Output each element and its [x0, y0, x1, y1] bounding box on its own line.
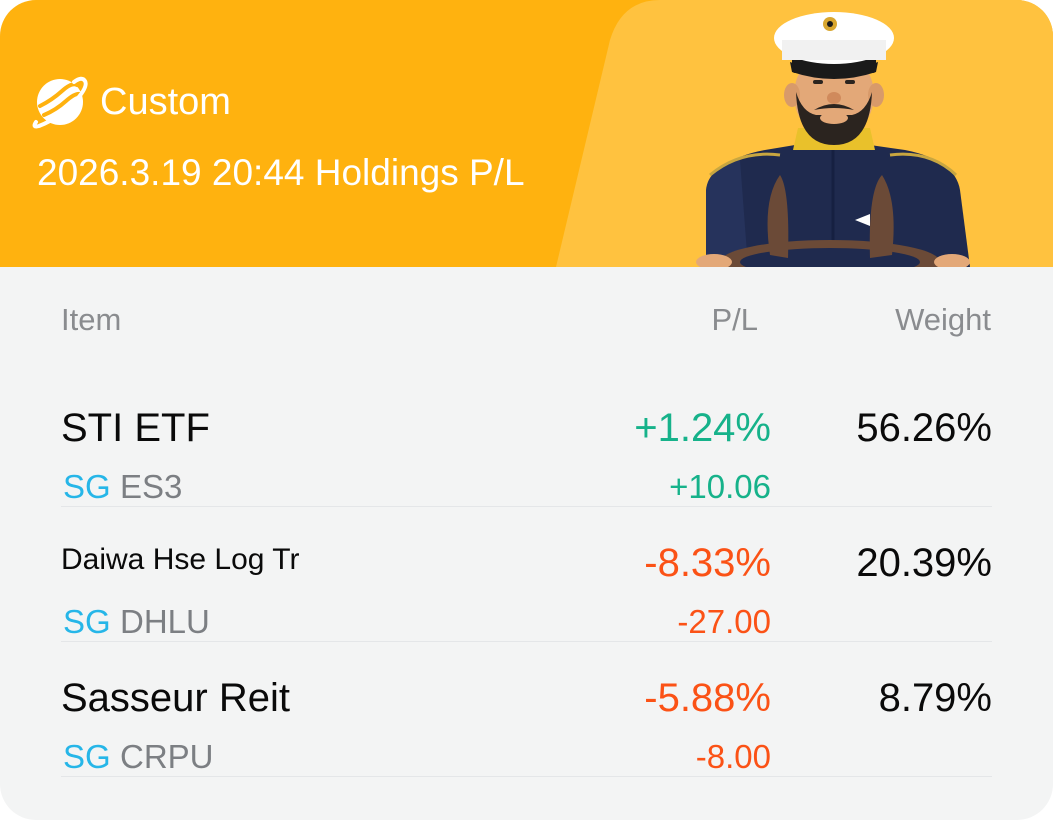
- captain-illustration: [696, 12, 970, 267]
- holding-weight: 56.26%: [856, 406, 992, 450]
- holding-pl-amount: +10.06: [669, 468, 771, 505]
- holding-row[interactable]: Daiwa Hse Log Tr -8.33% 20.39% SG DHLU -…: [61, 507, 992, 642]
- ticker-code: CRPU: [120, 738, 214, 775]
- column-header-pl: P/L: [711, 302, 758, 337]
- holding-name: Daiwa Hse Log Tr: [61, 543, 300, 576]
- holding-row[interactable]: STI ETF +1.24% 56.26% SG ES3 +10.06: [61, 372, 992, 507]
- column-header-item: Item: [61, 302, 122, 337]
- holding-weight: 20.39%: [856, 541, 992, 585]
- holding-pl-amount: -27.00: [677, 603, 771, 640]
- planet-icon: [32, 76, 88, 129]
- holding-weight: 8.79%: [878, 676, 992, 720]
- holding-name: STI ETF: [61, 406, 210, 450]
- ticker-code: ES3: [120, 468, 183, 505]
- holding-pl-percent: -8.33%: [644, 541, 771, 585]
- holding-name: Sasseur Reit: [61, 676, 290, 720]
- market-tag: SG: [63, 738, 111, 775]
- holding-pl-percent: +1.24%: [634, 406, 771, 450]
- holding-pl-amount: -8.00: [695, 738, 771, 775]
- column-header-weight: Weight: [895, 302, 991, 337]
- holding-row[interactable]: Sasseur Reit -5.88% 8.79% SG CRPU -8.00: [61, 642, 992, 777]
- brand-name: Custom: [100, 81, 231, 123]
- ticker-code: DHLU: [120, 603, 210, 640]
- header-banner: Custom 2026.3.19 20:44 Holdings P/L: [0, 0, 1053, 267]
- holding-pl-percent: -5.88%: [644, 676, 771, 720]
- market-tag: SG: [63, 468, 111, 505]
- page-title: 2026.3.19 20:44 Holdings P/L: [37, 152, 525, 193]
- market-tag: SG: [63, 603, 111, 640]
- brand: Custom: [30, 70, 231, 134]
